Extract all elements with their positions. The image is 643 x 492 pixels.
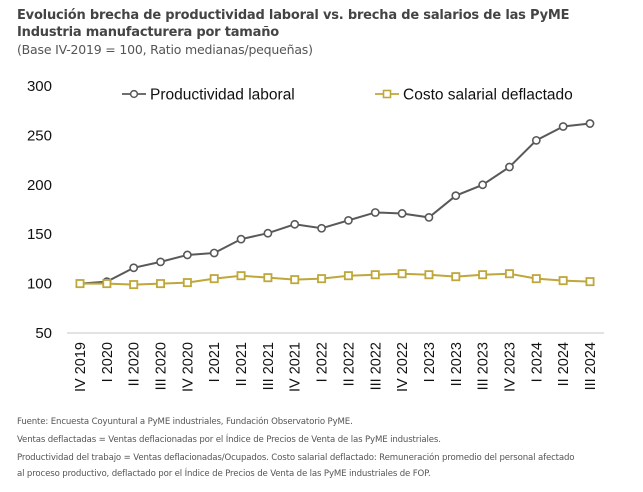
x-tick-label: IV 2021 bbox=[288, 342, 304, 392]
x-tick-label: I 2023 bbox=[422, 342, 438, 382]
chart-title: Evolución brecha de productividad labora… bbox=[17, 8, 570, 40]
series-costo-salarial-deflactado bbox=[75, 269, 595, 290]
data-point bbox=[558, 276, 568, 286]
y-tick-label: 250 bbox=[27, 127, 52, 144]
y-tick-label: 150 bbox=[27, 226, 52, 243]
data-point bbox=[585, 119, 595, 128]
data-point bbox=[343, 271, 353, 281]
x-tick-label: II 2021 bbox=[234, 342, 250, 386]
footer-note-sales: Ventas deflactadas = Ventas deflacionada… bbox=[17, 435, 441, 445]
data-point bbox=[290, 219, 300, 229]
data-point bbox=[209, 248, 219, 258]
legend: Productividad laboral Costo salarial defl… bbox=[122, 87, 573, 104]
x-tick-label: III 2021 bbox=[261, 342, 277, 390]
data-point bbox=[263, 228, 273, 238]
data-point bbox=[156, 279, 166, 289]
series-productividad-laboral bbox=[75, 119, 595, 288]
data-point bbox=[531, 274, 541, 284]
x-tick-label: II 2024 bbox=[556, 342, 572, 386]
data-point bbox=[478, 270, 488, 280]
chart-subtitle: (Base IV-2019 = 100, Ratio medianas/pequ… bbox=[17, 42, 313, 57]
legend-item: Productividad laboral bbox=[122, 87, 295, 104]
data-point bbox=[451, 272, 461, 282]
data-point bbox=[182, 278, 192, 288]
x-tick-label: III 2023 bbox=[476, 342, 492, 390]
data-point bbox=[317, 223, 326, 233]
data-point bbox=[236, 234, 246, 244]
series-line bbox=[79, 122, 591, 285]
x-tick-label: II 2020 bbox=[127, 342, 143, 386]
x-tick-label: IV 2019 bbox=[73, 342, 89, 392]
x-tick-label: III 2020 bbox=[154, 342, 170, 390]
legend-item: Costo salarial deflactado bbox=[375, 87, 573, 104]
data-point bbox=[424, 213, 434, 222]
data-point bbox=[478, 180, 488, 190]
data-point bbox=[156, 257, 165, 267]
data-point bbox=[397, 209, 407, 218]
data-point bbox=[102, 279, 112, 289]
data-point bbox=[317, 274, 327, 284]
legend-label: Costo salarial deflactado bbox=[403, 87, 573, 104]
data-point bbox=[182, 250, 192, 260]
x-tick-label: IV 2022 bbox=[395, 342, 411, 392]
x-tick-label: I 2021 bbox=[207, 342, 223, 382]
data-point bbox=[531, 135, 541, 145]
data-point bbox=[451, 191, 461, 201]
x-tick-label: III 2024 bbox=[583, 342, 599, 390]
data-point bbox=[129, 263, 139, 273]
x-tick-label: II 2023 bbox=[449, 342, 465, 386]
y-tick-label: 300 bbox=[27, 78, 52, 95]
data-point bbox=[505, 162, 514, 172]
data-point bbox=[344, 215, 353, 225]
data-point bbox=[209, 274, 219, 284]
legend-square-marker-icon bbox=[382, 89, 392, 99]
footer-note-productivity-1: Productividad del trabajo = Ventas defla… bbox=[17, 453, 575, 463]
data-point bbox=[370, 270, 380, 280]
y-tick-label: 100 bbox=[27, 276, 52, 293]
data-point bbox=[397, 269, 407, 279]
data-point bbox=[263, 273, 273, 283]
legend-label: Productividad laboral bbox=[150, 87, 295, 104]
x-tick-label: I 2024 bbox=[529, 342, 545, 382]
x-tick-label: IV 2020 bbox=[180, 342, 196, 392]
data-point bbox=[75, 279, 85, 289]
y-tick-label: 50 bbox=[35, 325, 52, 342]
x-tick-label: III 2022 bbox=[368, 342, 384, 390]
data-point bbox=[504, 269, 514, 279]
data-point bbox=[585, 277, 595, 287]
series-layer bbox=[75, 119, 595, 290]
data-point bbox=[558, 122, 568, 131]
x-axis: IV 2019 I 2020 II 2020 III 2020 IV 2020 I 202… bbox=[73, 342, 599, 392]
x-tick-label: II 2022 bbox=[341, 342, 357, 386]
footer-source: Fuente: Encuesta Coyuntural a PyME indus… bbox=[17, 417, 353, 427]
footer-note-productivity-2: al proceso productivo, deflactado por el… bbox=[17, 469, 431, 479]
x-tick-label: I 2022 bbox=[315, 342, 331, 382]
y-tick-label: 200 bbox=[27, 177, 52, 194]
data-point bbox=[290, 275, 300, 285]
y-axis: 50 100 150 200 250 300 bbox=[27, 78, 52, 342]
legend-circle-marker-icon bbox=[129, 89, 139, 99]
x-tick-label: I 2020 bbox=[100, 342, 116, 382]
line-chart: 50 100 150 200 250 300 IV 2019 I 2020 II 2020 II… bbox=[27, 78, 604, 392]
x-tick-label: IV 2023 bbox=[502, 342, 518, 392]
data-point bbox=[236, 271, 246, 281]
data-point bbox=[370, 208, 380, 217]
data-point bbox=[424, 270, 434, 280]
data-point bbox=[129, 280, 139, 290]
